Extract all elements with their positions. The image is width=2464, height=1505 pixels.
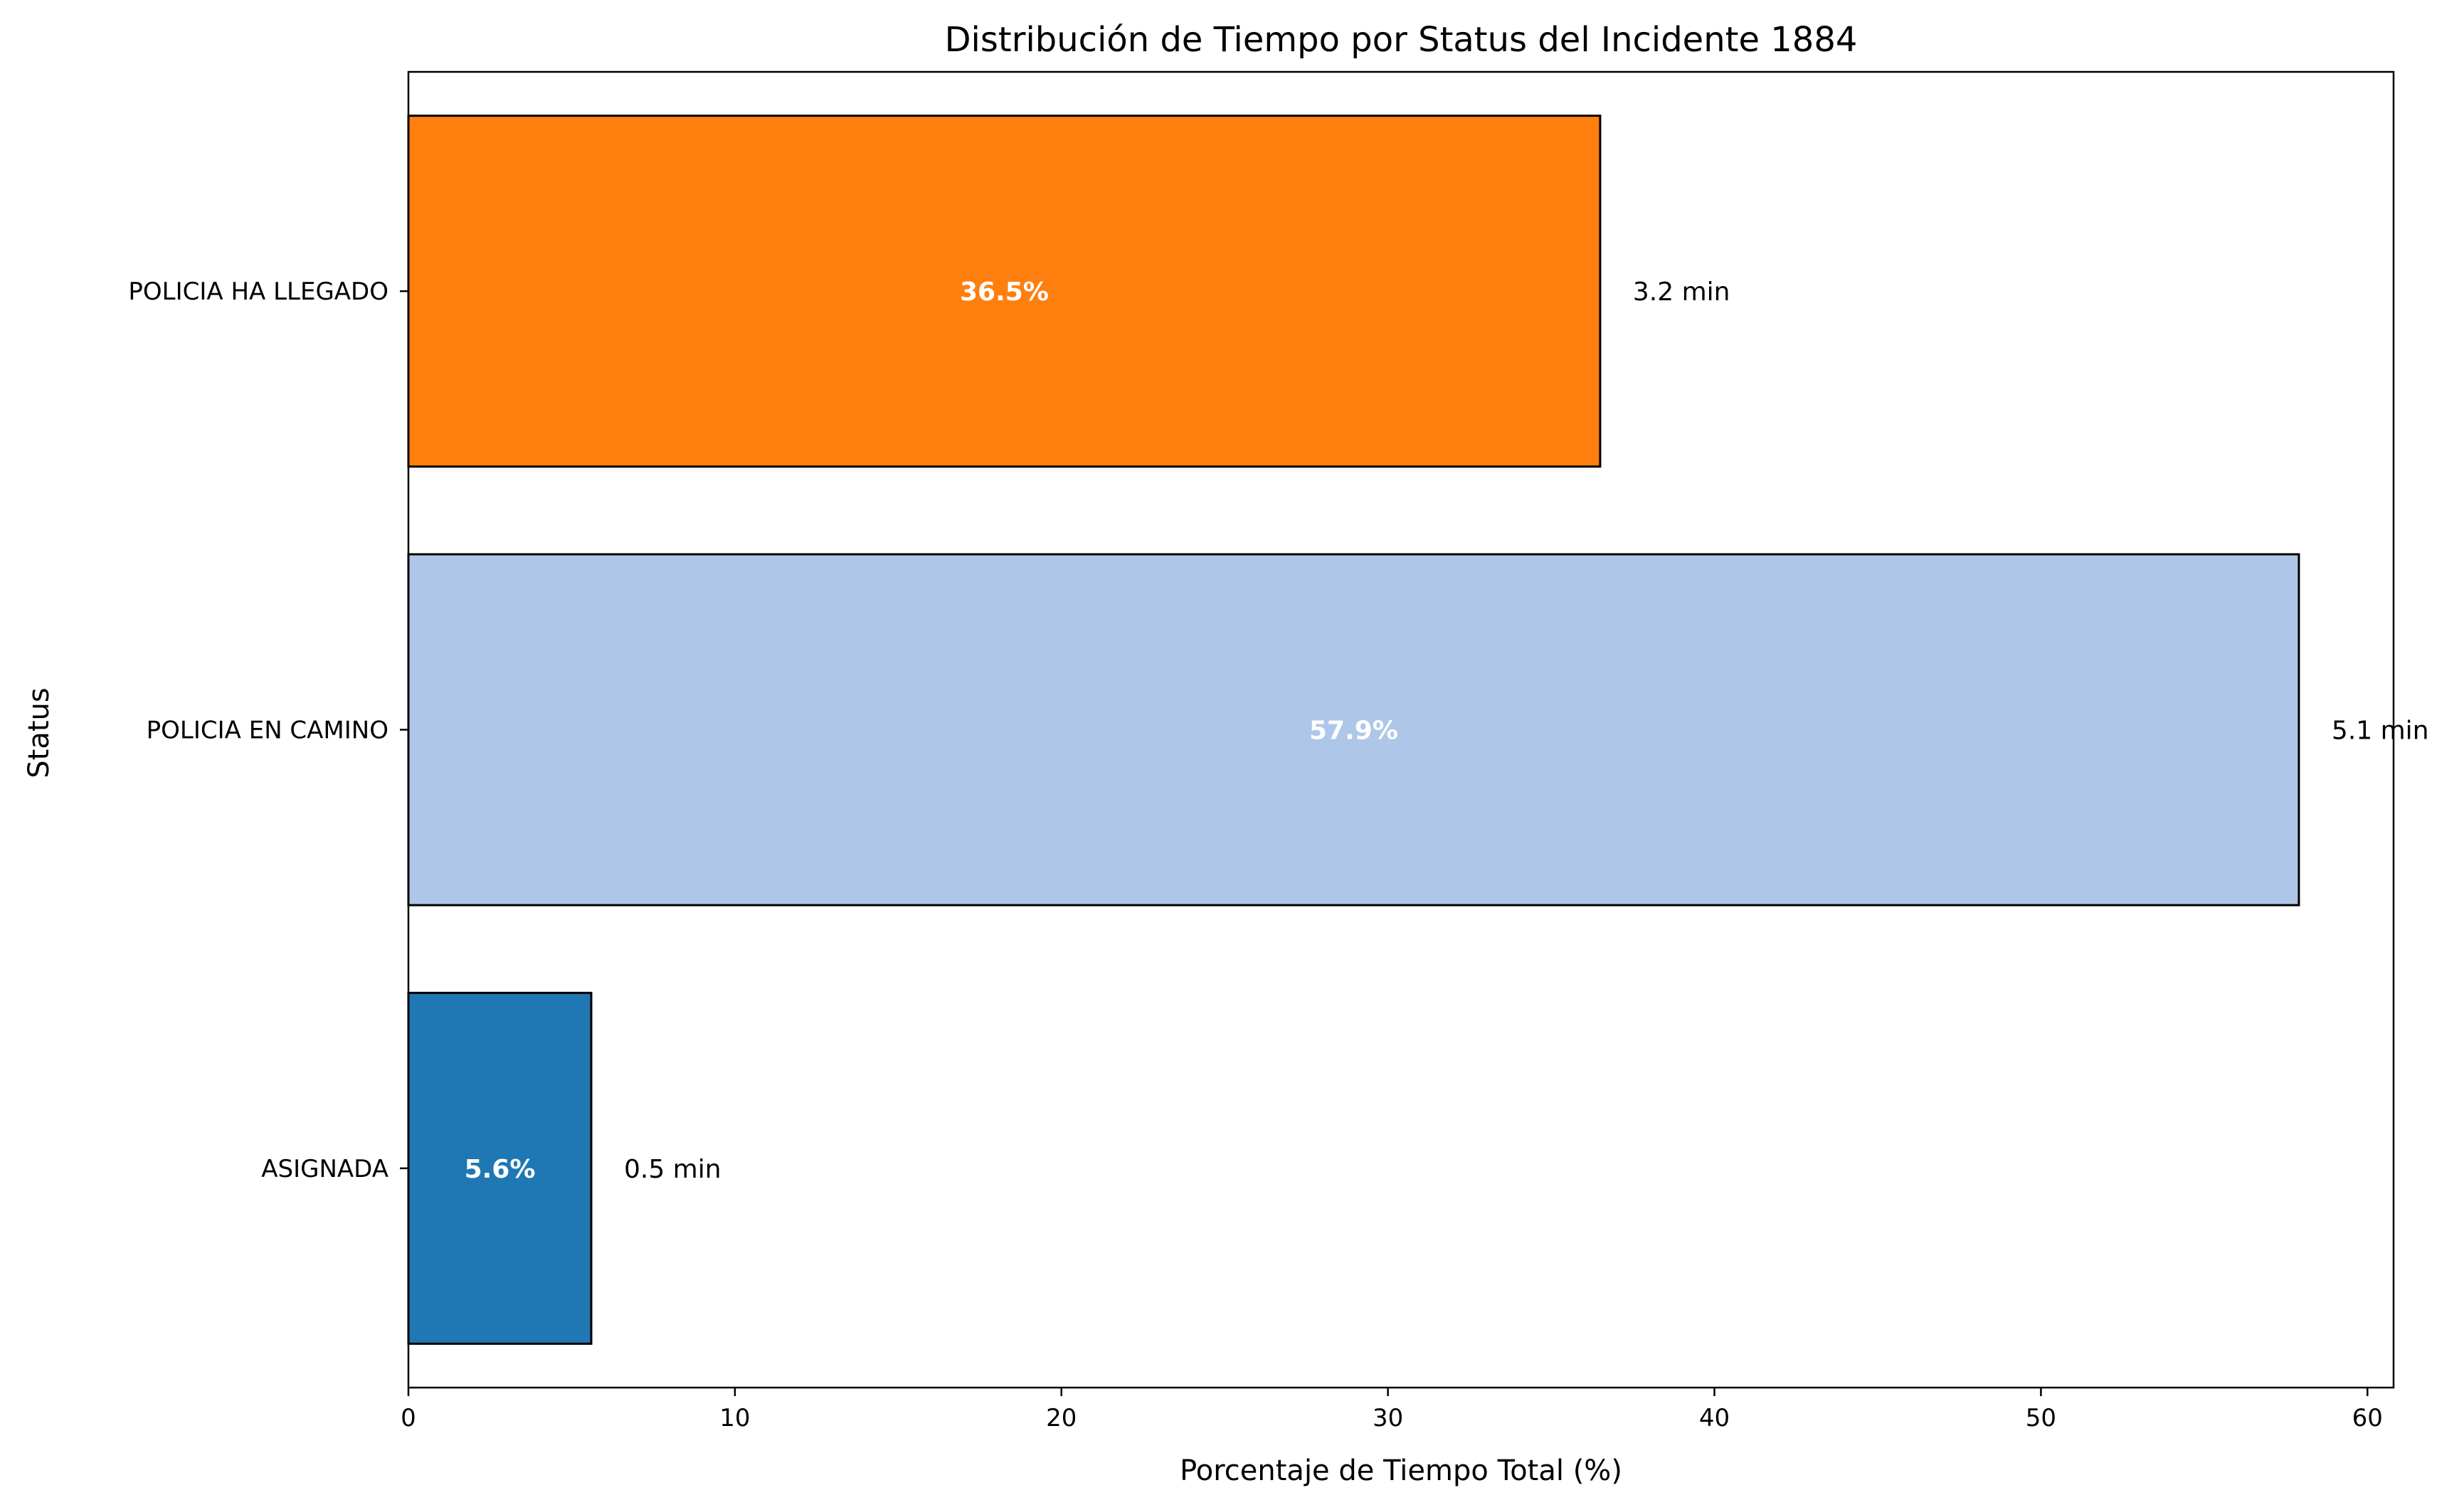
y-tick-label: POLICIA HA LLEGADO: [128, 278, 388, 306]
y-axis-label: Status: [23, 687, 55, 778]
chart-title: Distribución de Tiempo por Status del In…: [945, 20, 1858, 60]
bar-policia-ha-llegado: [407, 115, 1602, 468]
x-tick-label: 40: [1699, 1404, 1730, 1432]
plot-frame: [407, 70, 2395, 1389]
bar-percent-label: 36.5%: [960, 278, 1049, 307]
y-tick-label: POLICIA EN CAMINO: [147, 717, 388, 745]
x-axis-label: Porcentaje de Tiempo Total (%): [1180, 1454, 1622, 1487]
x-tick-label: 20: [1046, 1404, 1077, 1432]
bar-percent-label: 57.9%: [1309, 717, 1398, 746]
y-tick-label: ASIGNADA: [261, 1155, 388, 1183]
bar-asignada: [407, 991, 593, 1345]
bar-policia-en-camino: [407, 553, 2300, 907]
x-tick-label: 50: [2026, 1404, 2056, 1432]
x-tick-label: 10: [719, 1404, 750, 1432]
plot-area: 5.6% 0.5 min ASIGNADA 57.9% 5.1 min POLICIA E…: [128, 70, 2429, 1432]
bar-duration-label: 3.2 min: [1633, 278, 1730, 307]
bar-percent-label: 5.6%: [465, 1155, 536, 1184]
x-tick-label: 30: [1373, 1404, 1403, 1432]
x-tick-label: 60: [2352, 1404, 2383, 1432]
bar-duration-label: 0.5 min: [624, 1155, 721, 1184]
bar-duration-label: 5.1 min: [2332, 717, 2429, 746]
x-tick-label: 0: [401, 1404, 416, 1432]
